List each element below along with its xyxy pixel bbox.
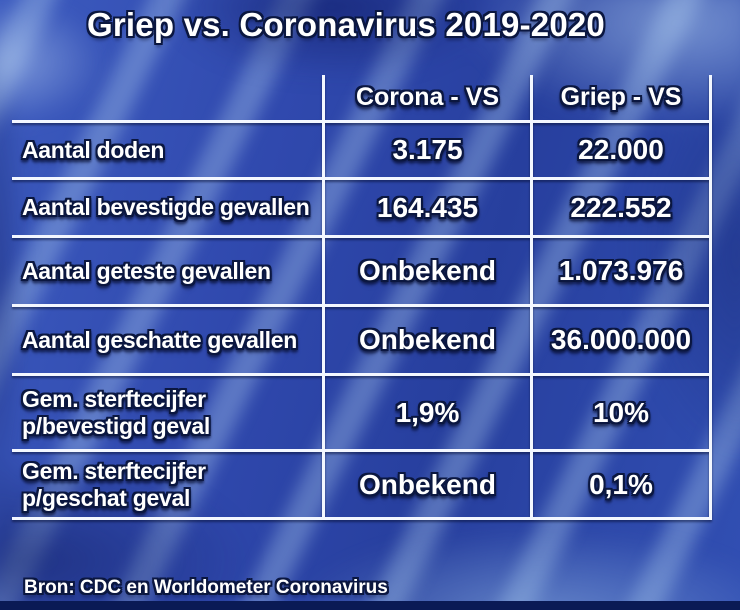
table-row-deaths: Aantal doden 3.175 22.000 xyxy=(12,123,712,180)
griep-value: 36.000.000 xyxy=(530,307,712,373)
corona-value: 164.435 xyxy=(322,180,530,235)
header-spacer-cell xyxy=(12,75,322,120)
corona-value: 3.175 xyxy=(322,123,530,177)
table-row-mortality-confirmed: Gem. sterftecijfer p/bevestigd geval 1,9… xyxy=(12,376,712,452)
page-title: Griep vs. Coronavirus 2019-2020 xyxy=(87,6,605,43)
bottom-bar xyxy=(0,601,740,610)
griep-value: 0,1% xyxy=(530,452,712,517)
griep-value: 22.000 xyxy=(530,123,712,177)
table-row-mortality-estimated: Gem. sterftecijfer p/geschat geval Onbek… xyxy=(12,452,712,520)
row-label: Aantal bevestigde gevallen xyxy=(22,194,310,221)
source-caption: Bron: CDC en Worldometer Coronavirus xyxy=(24,577,388,598)
row-label: Aantal doden xyxy=(22,136,165,163)
corona-value: Onbekend xyxy=(322,307,530,373)
column-header-corona: Corona - VS xyxy=(322,75,530,120)
griep-value: 222.552 xyxy=(530,180,712,235)
griep-value: 10% xyxy=(530,376,712,449)
row-label: Gem. sterftecijfer p/geschat geval xyxy=(22,458,206,511)
griep-value: 1.073.976 xyxy=(530,238,712,304)
table-row-confirmed-cases: Aantal bevestigde gevallen 164.435 222.5… xyxy=(12,180,712,238)
row-label: Aantal geteste gevallen xyxy=(22,257,271,284)
row-label: Aantal geschatte gevallen xyxy=(22,326,297,353)
table-row-tested-cases: Aantal geteste gevallen Onbekend 1.073.9… xyxy=(12,238,712,307)
table-row-estimated-cases: Aantal geschatte gevallen Onbekend 36.00… xyxy=(12,307,712,376)
corona-value: Onbekend xyxy=(322,238,530,304)
row-label: Gem. sterftecijfer p/bevestigd geval xyxy=(22,386,210,439)
table-header-row: Corona - VS Griep - VS xyxy=(12,75,712,123)
corona-value: Onbekend xyxy=(322,452,530,517)
corona-value: 1,9% xyxy=(322,376,530,449)
column-header-griep: Griep - VS xyxy=(530,75,712,120)
comparison-table: Corona - VS Griep - VS Aantal doden 3.17… xyxy=(12,75,712,520)
